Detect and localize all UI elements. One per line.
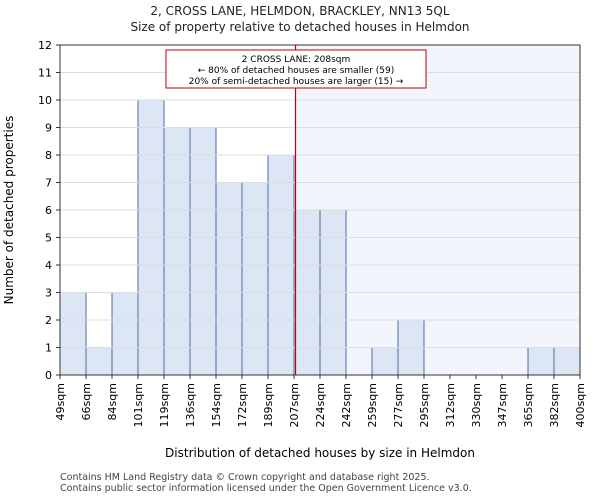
y-tick-label: 4 [45, 259, 52, 272]
y-tick-label: 10 [38, 94, 52, 107]
y-tick-label: 2 [45, 314, 52, 327]
y-tick-label: 7 [45, 177, 52, 190]
y-tick-label: 11 [38, 67, 52, 80]
annotation-line-3: 20% of semi-detached houses are larger (… [189, 77, 404, 87]
y-tick-label: 6 [45, 204, 52, 217]
x-tick-label: 101sqm [132, 383, 145, 427]
y-tick-label: 12 [38, 39, 52, 52]
annotation-line-2: ← 80% of detached houses are smaller (59… [198, 66, 395, 76]
x-tick-label: 330sqm [470, 383, 483, 427]
x-tick-label: 224sqm [314, 383, 327, 427]
x-tick-label: 119sqm [158, 383, 171, 427]
bar-172sqm [241, 182, 269, 376]
x-tick-label: 172sqm [236, 383, 249, 427]
x-tick-label: 136sqm [184, 383, 197, 427]
y-tick-label: 3 [45, 287, 52, 300]
bar-136sqm [189, 127, 217, 376]
bar-154sqm [215, 182, 243, 376]
annotation-line-1: 2 CROSS LANE: 208sqm [242, 55, 351, 65]
bar-66sqm [85, 347, 113, 376]
x-axis-label: Distribution of detached houses by size … [165, 446, 475, 460]
footer-licence: Contains public sector information licen… [60, 483, 472, 494]
x-tick-label: 295sqm [418, 383, 431, 427]
y-tick-label: 1 [45, 342, 52, 355]
x-tick-label: 207sqm [288, 383, 301, 427]
x-tick-label: 189sqm [262, 383, 275, 427]
annotation-box: 2 CROSS LANE: 208sqm ← 80% of detached h… [165, 49, 427, 89]
bar-365sqm [527, 347, 555, 376]
x-tick-label: 49sqm [54, 383, 67, 420]
bar-382sqm [553, 347, 581, 376]
y-tick-label: 5 [45, 232, 52, 245]
x-tick-label: 259sqm [366, 383, 379, 427]
x-tick-label: 66sqm [80, 383, 93, 420]
x-tick-label: 365sqm [522, 383, 535, 427]
y-tick-label: 9 [45, 122, 52, 135]
x-tick-label: 242sqm [340, 383, 353, 427]
x-tick-label: 382sqm [548, 383, 561, 427]
bar-49sqm [59, 292, 87, 376]
plot-frame [59, 44, 581, 376]
bar-119sqm [163, 127, 191, 376]
x-tick-label: 277sqm [392, 383, 405, 427]
x-tick-label: 84sqm [106, 383, 119, 420]
y-axis-label: Number of detached properties [2, 116, 16, 305]
bar-259sqm [371, 347, 399, 376]
y-tick-label: 0 [45, 369, 52, 382]
x-tick-label: 312sqm [444, 383, 457, 427]
x-tick-label: 400sqm [574, 383, 587, 427]
chart-subtitle: Size of property relative to detached ho… [130, 20, 470, 34]
x-tick-label: 154sqm [210, 383, 223, 427]
footer-copyright: Contains HM Land Registry data © Crown c… [60, 472, 430, 483]
x-tick-label: 347sqm [496, 383, 509, 427]
chart-title: 2, CROSS LANE, HELMDON, BRACKLEY, NN13 5… [150, 4, 450, 18]
bar-84sqm [111, 292, 139, 376]
y-tick-label: 8 [45, 149, 52, 162]
